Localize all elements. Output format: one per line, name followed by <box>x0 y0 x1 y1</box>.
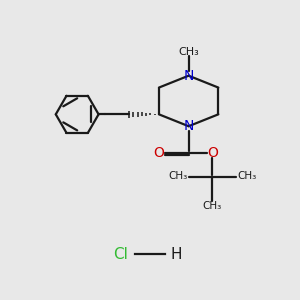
Text: O: O <box>207 146 218 160</box>
Text: N: N <box>184 69 194 83</box>
Text: H: H <box>171 247 182 262</box>
Text: CH₃: CH₃ <box>237 171 256 181</box>
Text: CH₃: CH₃ <box>169 171 188 181</box>
Text: N: N <box>184 119 194 133</box>
Text: CH₃: CH₃ <box>178 47 199 57</box>
Text: CH₃: CH₃ <box>203 201 222 211</box>
Text: Cl: Cl <box>113 247 128 262</box>
Text: O: O <box>154 146 164 160</box>
